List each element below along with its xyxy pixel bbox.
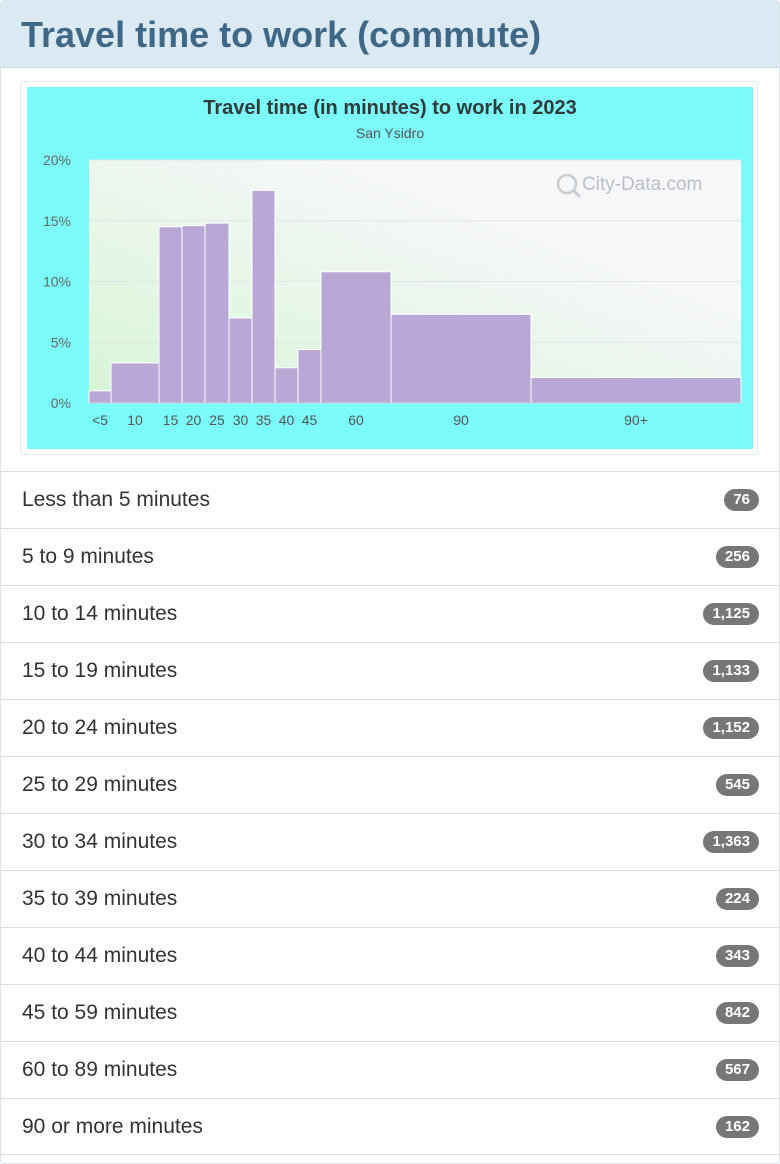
row-label: 10 to 14 minutes bbox=[22, 602, 178, 625]
x-tick-label: 90+ bbox=[624, 412, 648, 428]
y-tick-label: 15% bbox=[43, 213, 71, 229]
bar[interactable] bbox=[390, 313, 532, 404]
row-label: 25 to 29 minutes bbox=[22, 773, 178, 796]
row-label: 5 to 9 minutes bbox=[22, 545, 154, 568]
chart-container: Travel time (in minutes) to work in 2023… bbox=[20, 81, 758, 455]
count-badge: 256 bbox=[715, 546, 759, 568]
x-tick-label: 10 bbox=[127, 412, 143, 428]
bar[interactable] bbox=[297, 349, 322, 404]
count-badge: 1,152 bbox=[703, 717, 759, 739]
row-label: Less than 5 minutes bbox=[22, 488, 210, 511]
watermark-text: City-Data.com bbox=[582, 174, 702, 195]
x-tick-label: 30 bbox=[233, 412, 249, 428]
list-item: 5 to 9 minutes 256 bbox=[1, 528, 779, 585]
list-item: 35 to 39 minutes 224 bbox=[1, 870, 779, 927]
row-label: 45 to 59 minutes bbox=[22, 1001, 178, 1024]
bar[interactable] bbox=[251, 189, 276, 404]
chart-title: Travel time (in minutes) to work in 2023 bbox=[203, 97, 576, 119]
x-tick-label: 20 bbox=[186, 412, 202, 428]
count-badge: 567 bbox=[715, 1059, 759, 1081]
watermark: City-Data.com bbox=[556, 173, 702, 199]
count-badge: 162 bbox=[715, 1116, 759, 1138]
x-tick-label: 35 bbox=[256, 412, 272, 428]
y-tick-label: 10% bbox=[43, 274, 71, 290]
x-tick-label: 25 bbox=[209, 412, 225, 428]
y-tick-label: 5% bbox=[51, 334, 71, 350]
list-item: 40 to 44 minutes 343 bbox=[1, 927, 779, 984]
commute-list: Less than 5 minutes 76 5 to 9 minutes 256 10… bbox=[1, 471, 779, 1155]
x-axis-ticks: <5 10 15 20 25 30 35 40 45 60 90 90+ bbox=[92, 412, 648, 428]
list-item: 60 to 89 minutes 567 bbox=[1, 1041, 779, 1098]
row-label: 35 to 39 minutes bbox=[22, 887, 178, 910]
y-tick-label: 20% bbox=[43, 152, 71, 168]
bar[interactable] bbox=[228, 317, 253, 404]
count-badge: 842 bbox=[715, 1002, 759, 1024]
x-tick-label: <5 bbox=[92, 412, 108, 428]
count-badge: 1,125 bbox=[703, 603, 759, 625]
list-item: 30 to 34 minutes 1,363 bbox=[1, 813, 779, 870]
bar[interactable] bbox=[204, 222, 230, 404]
list-item: 90 or more minutes 162 bbox=[1, 1098, 779, 1155]
count-badge: 1,363 bbox=[703, 831, 759, 853]
x-tick-label: 15 bbox=[163, 412, 179, 428]
y-axis-ticks: 0% 5% 10% 15% 20% bbox=[43, 152, 71, 411]
bar[interactable] bbox=[88, 390, 112, 404]
bar[interactable] bbox=[274, 367, 299, 404]
x-tick-label: 40 bbox=[279, 412, 295, 428]
row-label: 60 to 89 minutes bbox=[22, 1058, 178, 1081]
bar[interactable] bbox=[110, 362, 160, 404]
list-item: 15 to 19 minutes 1,133 bbox=[1, 642, 779, 699]
bars bbox=[88, 189, 742, 404]
count-badge: 545 bbox=[715, 774, 759, 796]
row-label: 20 to 24 minutes bbox=[22, 716, 178, 739]
count-badge: 1,133 bbox=[703, 660, 759, 682]
list-item: 20 to 24 minutes 1,152 bbox=[1, 699, 779, 756]
panel-heading: Travel time to work (commute) bbox=[1, 1, 779, 68]
bar[interactable] bbox=[530, 376, 742, 404]
page-title: Travel time to work (commute) bbox=[21, 14, 542, 55]
watermark-magnifier-icon bbox=[556, 173, 578, 195]
bar[interactable] bbox=[181, 225, 206, 404]
chart-subtitle: San Ysidro bbox=[356, 125, 424, 141]
row-label: 40 to 44 minutes bbox=[22, 944, 178, 967]
x-tick-label: 45 bbox=[302, 412, 318, 428]
list-item: 45 to 59 minutes 842 bbox=[1, 984, 779, 1041]
count-badge: 76 bbox=[724, 489, 759, 511]
bar[interactable] bbox=[158, 226, 183, 404]
travel-time-chart: Travel time (in minutes) to work in 2023… bbox=[27, 87, 753, 449]
x-tick-label: 90 bbox=[453, 412, 469, 428]
row-label: 30 to 34 minutes bbox=[22, 830, 178, 853]
row-label: 15 to 19 minutes bbox=[22, 659, 178, 682]
list-item: 25 to 29 minutes 545 bbox=[1, 756, 779, 813]
y-tick-label: 0% bbox=[51, 395, 71, 411]
watermark-magnifier-handle bbox=[571, 188, 582, 199]
list-item: 10 to 14 minutes 1,125 bbox=[1, 585, 779, 642]
count-badge: 224 bbox=[715, 888, 759, 910]
list-item: Less than 5 minutes 76 bbox=[1, 471, 779, 528]
bar[interactable] bbox=[320, 271, 392, 404]
x-tick-label: 60 bbox=[348, 412, 364, 428]
row-label: 90 or more minutes bbox=[22, 1115, 203, 1138]
count-badge: 343 bbox=[715, 945, 759, 967]
